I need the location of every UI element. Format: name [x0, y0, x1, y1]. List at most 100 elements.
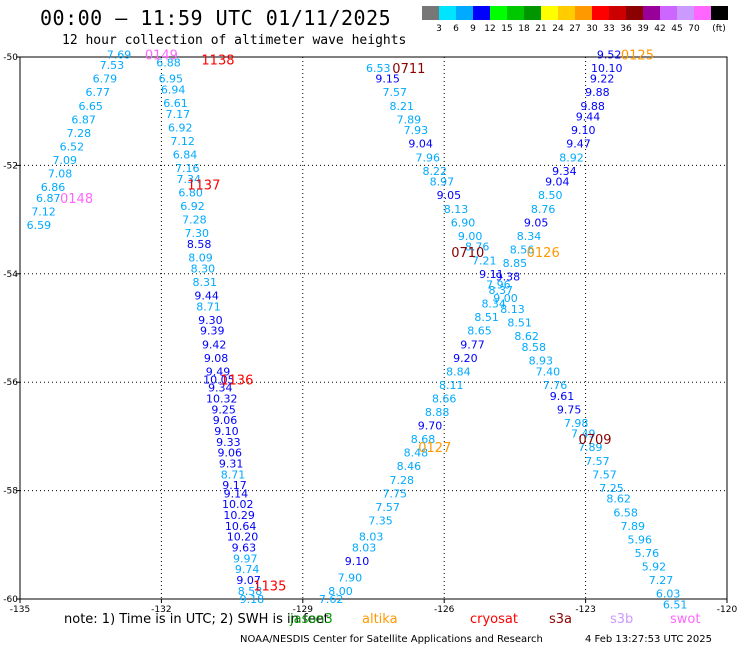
colorbar-swatch [660, 6, 677, 20]
satellite-legend-s3a: s3a [549, 612, 573, 627]
wave-height-value: 9.22 [590, 73, 615, 86]
wave-height-value: 9.10 [571, 124, 596, 137]
map-title: 00:00 – 11:59 UTC 01/11/2025 [40, 6, 392, 30]
wave-height-value: 6.87 [71, 113, 96, 126]
wave-height-value: 9.08 [204, 352, 229, 365]
wave-height-value: 9.04 [408, 138, 433, 151]
wave-height-value: 10.02 [222, 498, 254, 511]
wave-height-value: 8.34 [517, 230, 542, 243]
pass-time-label: 0125 [621, 48, 654, 63]
colorbar-tick-label: 12 [484, 24, 496, 34]
satellite-legend-s3b: s3b [610, 612, 634, 627]
colorbar-swatch [609, 6, 626, 20]
colorbar-swatch [473, 6, 490, 20]
wave-height-value: 8.22 [423, 165, 448, 178]
pass-time-label: 1137 [187, 178, 220, 193]
wave-height-value: 6.65 [78, 100, 103, 113]
wave-height-value: 8.68 [411, 433, 436, 446]
wave-height-value: 9.77 [460, 338, 485, 351]
wave-height-value: 9.47 [566, 138, 591, 151]
wave-height-value: 9.00 [458, 230, 483, 243]
wave-height-value: 7.16 [175, 162, 200, 175]
wave-height-value: 7.12 [31, 205, 56, 218]
wave-height-value: 6.61 [163, 97, 188, 110]
colorbar-swatch [507, 6, 524, 20]
wave-height-value: 9.05 [524, 216, 549, 229]
wave-height-value: 8.88 [425, 406, 450, 419]
wave-height-value: 10.05 [203, 373, 235, 386]
wave-height-value: 8.65 [467, 325, 492, 338]
colorbar-swatch [643, 6, 660, 20]
wave-height-value: 8.03 [359, 531, 384, 544]
wave-height-value: 8.48 [404, 447, 429, 460]
wave-height-value: 7.28 [182, 214, 207, 227]
wave-height-value: 8.13 [500, 303, 525, 316]
wave-height-value: 8.58 [522, 341, 547, 354]
wave-height-value: 9.75 [557, 403, 582, 416]
wave-height-value: 9.88 [585, 86, 610, 99]
colorbar-tick-label: 30 [586, 24, 598, 34]
x-tick-label: -126 [434, 605, 455, 615]
wave-height-value: 7.35 [368, 514, 393, 527]
wave-height-value: 10.20 [227, 531, 259, 544]
x-tick-label: -123 [575, 605, 595, 615]
colorbar-tick-label: 70 [688, 24, 700, 34]
wave-height-value: 9.06 [213, 414, 238, 427]
wave-height-value: 6.84 [173, 149, 198, 162]
wave-height-value: 10.64 [225, 520, 257, 533]
wave-height-value: 7.57 [382, 86, 407, 99]
wave-height-value: 9.04 [545, 176, 570, 189]
wave-height-value: 8.76 [531, 203, 556, 216]
wave-height-value: 10.10 [591, 62, 623, 75]
x-tick-label: -132 [151, 605, 171, 615]
colorbar-tick-label: 39 [637, 24, 649, 34]
wave-height-value: 6.88 [156, 56, 181, 69]
wave-height-value: 8.58 [187, 238, 212, 251]
wave-height-value: 8.09 [188, 252, 213, 265]
wave-height-value: 8.21 [390, 100, 415, 113]
colorbar-swatch [626, 6, 643, 20]
wave-height-value: 8.62 [514, 330, 539, 343]
wave-height-value: 8.37 [489, 284, 514, 297]
wave-height-value: 9.88 [580, 100, 605, 113]
wave-height-value: 7.12 [170, 135, 195, 148]
colorbar-tick-label: 9 [470, 24, 476, 34]
wave-height-value: 8.58 [238, 585, 263, 598]
wave-height-value: 9.18 [240, 593, 265, 606]
footnote: note: 1) Time is in UTC; 2) SWH is in fe… [64, 612, 329, 627]
wave-height-value: 9.17 [222, 479, 247, 492]
pass-time-label: 0711 [392, 62, 425, 77]
wave-height-value: 8.97 [430, 176, 455, 189]
wave-height-value: 5.96 [628, 533, 653, 546]
wave-height-value: 9.30 [198, 314, 223, 327]
colorbar-tick-label: 42 [654, 24, 666, 34]
map-frame [19, 56, 728, 600]
wave-height-value: 8.50 [538, 189, 563, 202]
wave-height-value: 9.38 [496, 271, 521, 284]
wave-height-value: 7.28 [390, 474, 415, 487]
colorbar-swatch [558, 6, 575, 20]
colorbar-swatch [456, 6, 473, 20]
wave-height-value: 8.11 [439, 379, 464, 392]
wave-height-value: 9.10 [345, 555, 370, 568]
colorbar-swatch [711, 6, 728, 20]
wave-height-value: 7.53 [100, 59, 125, 72]
colorbar-tick-label: (ft) [712, 24, 726, 34]
wave-height-value: 7.17 [166, 108, 191, 121]
colorbar-tick-label: 36 [620, 24, 632, 34]
colorbar-tick-label: 18 [518, 24, 530, 34]
wave-height-value: 9.42 [202, 338, 227, 351]
y-tick-label: -58 [3, 487, 18, 497]
wave-height-value: 8.56 [510, 243, 535, 256]
wave-height-value: 7.30 [185, 227, 210, 240]
pass-time-label: 0127 [418, 441, 451, 456]
wave-height-value: 6.59 [27, 219, 52, 232]
wave-height-value: 9.63 [232, 542, 257, 555]
y-tick-label: -60 [3, 595, 18, 605]
wave-height-value: 7.76 [543, 379, 568, 392]
wave-height-value: 6.58 [613, 506, 638, 519]
colorbar-tick-label: 21 [535, 24, 547, 34]
satellite-legend-cryosat: cryosat [470, 612, 518, 627]
wave-height-value: 7.98 [564, 417, 589, 430]
